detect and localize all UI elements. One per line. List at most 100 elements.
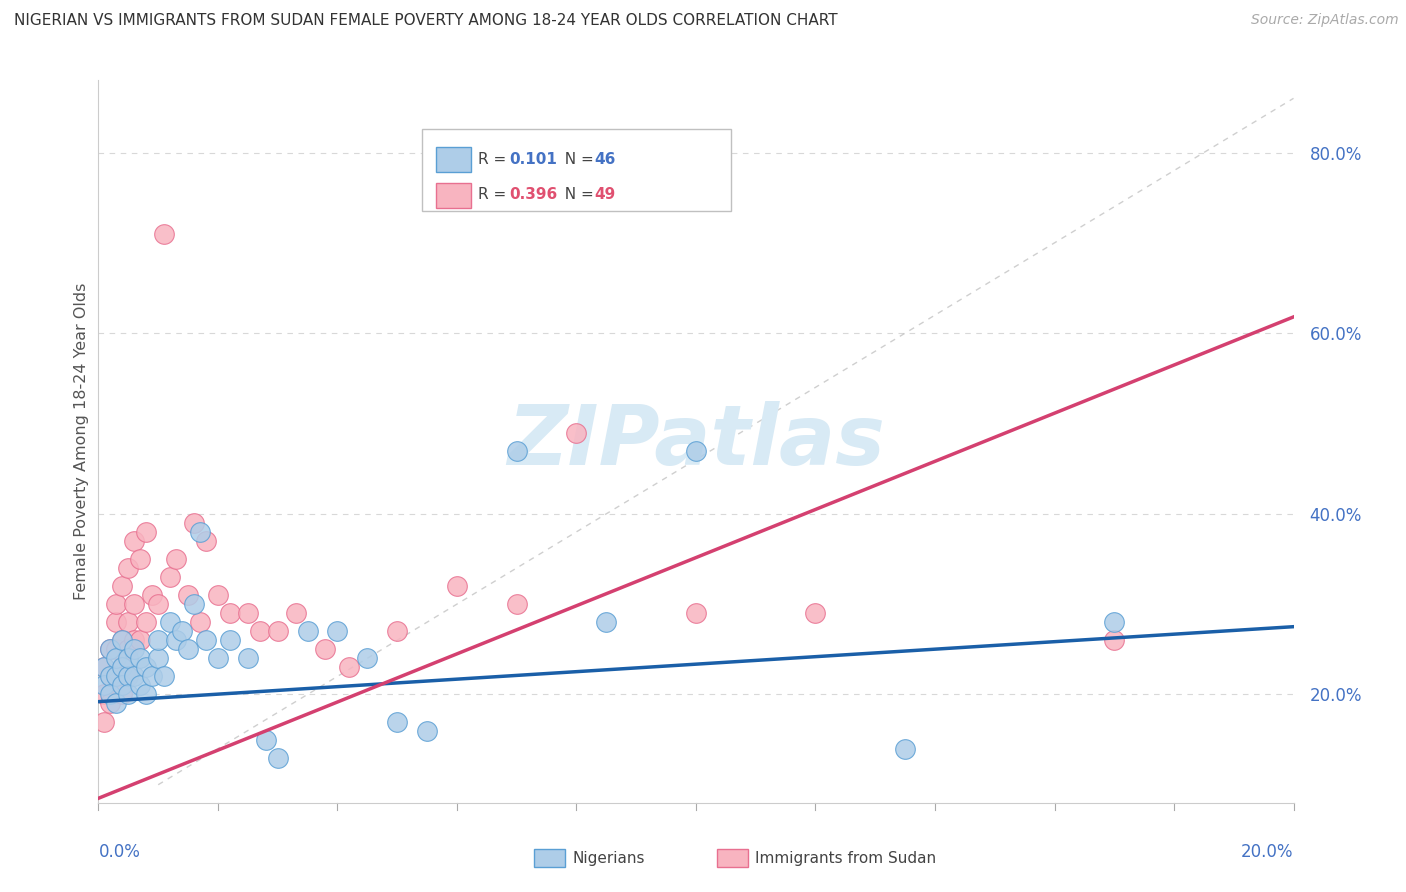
Point	[297, 624, 319, 639]
Text: 49: 49	[595, 187, 616, 202]
Point	[105, 669, 128, 683]
Text: 46: 46	[595, 152, 616, 167]
Point	[159, 615, 181, 630]
Point	[416, 723, 439, 738]
Text: N =: N =	[555, 187, 599, 202]
Point	[111, 687, 134, 701]
Text: Source: ZipAtlas.com: Source: ZipAtlas.com	[1251, 13, 1399, 28]
Point	[93, 687, 115, 701]
Point	[356, 651, 378, 665]
Point	[177, 642, 200, 657]
Point	[117, 642, 139, 657]
Point	[105, 642, 128, 657]
Point	[177, 588, 200, 602]
Point	[93, 678, 115, 692]
Point	[188, 524, 211, 539]
Point	[183, 597, 205, 611]
Point	[141, 588, 163, 602]
Point	[117, 651, 139, 665]
Point	[148, 597, 170, 611]
Point	[93, 660, 115, 674]
Point	[111, 633, 134, 648]
Point	[98, 697, 122, 711]
Point	[129, 633, 152, 648]
Point	[506, 597, 529, 611]
Point	[339, 660, 361, 674]
Point	[506, 443, 529, 458]
Point	[385, 714, 409, 729]
Point	[135, 524, 157, 539]
Point	[93, 660, 115, 674]
Point	[98, 642, 122, 657]
Point	[219, 633, 242, 648]
Point	[195, 533, 218, 548]
Point	[685, 443, 707, 458]
Point	[804, 606, 827, 620]
Point	[129, 678, 152, 692]
Point	[111, 678, 134, 692]
Y-axis label: Female Poverty Among 18-24 Year Olds: Female Poverty Among 18-24 Year Olds	[75, 283, 89, 600]
Text: NIGERIAN VS IMMIGRANTS FROM SUDAN FEMALE POVERTY AMONG 18-24 YEAR OLDS CORRELATI: NIGERIAN VS IMMIGRANTS FROM SUDAN FEMALE…	[14, 13, 838, 29]
Text: R =: R =	[478, 152, 512, 167]
Point	[124, 669, 146, 683]
Point	[267, 624, 290, 639]
Point	[129, 651, 152, 665]
Point	[685, 606, 707, 620]
Point	[124, 633, 146, 648]
Point	[159, 570, 181, 584]
Point	[446, 579, 468, 593]
Point	[148, 651, 170, 665]
Point	[315, 642, 337, 657]
Point	[183, 516, 205, 530]
Point	[267, 750, 290, 764]
Point	[117, 669, 139, 683]
Text: 0.0%: 0.0%	[98, 843, 141, 861]
Point	[284, 606, 307, 620]
Text: Nigerians: Nigerians	[572, 851, 645, 865]
Point	[129, 552, 152, 566]
Point	[124, 642, 146, 657]
Point	[595, 615, 617, 630]
Point	[105, 669, 128, 683]
Point	[111, 633, 134, 648]
Point	[141, 669, 163, 683]
Point	[249, 624, 271, 639]
Point	[1104, 615, 1126, 630]
Point	[236, 606, 259, 620]
Point	[105, 615, 128, 630]
Point	[111, 579, 134, 593]
Point	[565, 425, 588, 440]
Point	[135, 615, 157, 630]
Point	[172, 624, 194, 639]
Point	[894, 741, 917, 756]
Point	[148, 633, 170, 648]
Text: R =: R =	[478, 187, 512, 202]
Point	[254, 732, 277, 747]
Point	[124, 597, 146, 611]
Point	[188, 615, 211, 630]
Point	[135, 687, 157, 701]
Point	[98, 669, 122, 683]
Point	[111, 660, 134, 674]
Point	[105, 597, 128, 611]
Point	[165, 633, 187, 648]
Point	[219, 606, 242, 620]
Point	[153, 227, 176, 241]
Text: 0.101: 0.101	[509, 152, 557, 167]
Point	[153, 669, 176, 683]
Point	[117, 561, 139, 575]
Point	[207, 588, 229, 602]
Point	[98, 687, 122, 701]
Text: 20.0%: 20.0%	[1241, 843, 1294, 861]
Point	[135, 660, 157, 674]
Text: Immigrants from Sudan: Immigrants from Sudan	[755, 851, 936, 865]
Text: ZIPatlas: ZIPatlas	[508, 401, 884, 482]
Point	[93, 714, 115, 729]
Point	[117, 687, 139, 701]
Text: N =: N =	[555, 152, 599, 167]
Point	[98, 669, 122, 683]
Text: 0.396: 0.396	[509, 187, 557, 202]
Point	[165, 552, 187, 566]
Point	[326, 624, 349, 639]
Point	[117, 669, 139, 683]
